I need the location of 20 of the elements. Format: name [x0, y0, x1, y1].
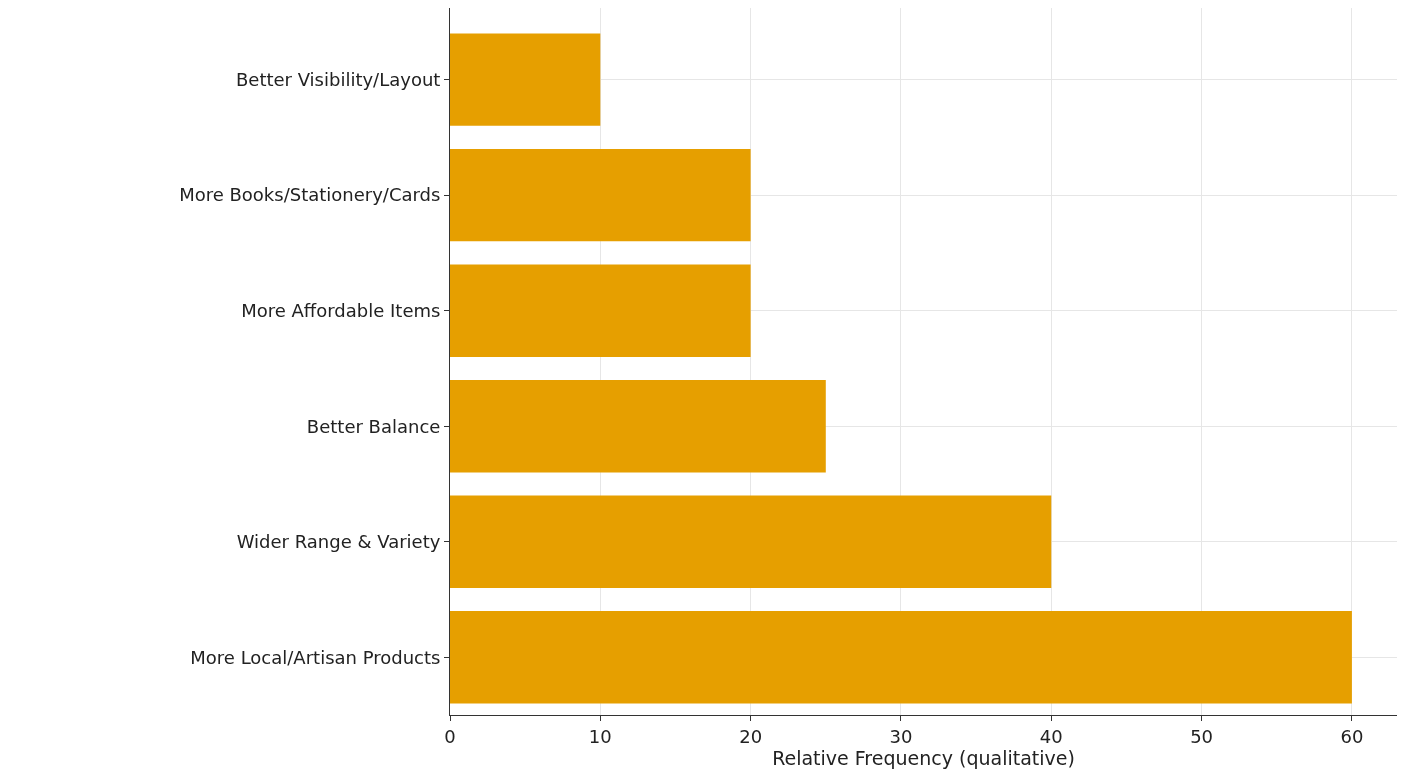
x-axis-title: Relative Frequency (qualitative)	[772, 746, 1075, 769]
bar	[450, 379, 826, 473]
x-tick-label: 40	[1039, 725, 1063, 747]
y-tick-label: Better Visibility/Layout	[235, 68, 441, 90]
x-tick-label: 50	[1190, 725, 1214, 747]
x-tick-label: 10	[588, 725, 612, 747]
bar	[450, 148, 751, 242]
y-tick-label: More Affordable Items	[241, 299, 441, 321]
x-tick-label: 0	[444, 725, 456, 747]
x-tick-label: 20	[739, 725, 763, 747]
y-tick-label: Better Balance	[306, 415, 441, 437]
y-tick-label: More Books/Stationery/Cards	[179, 184, 441, 206]
bar	[450, 264, 751, 357]
x-tick-label: 60	[1340, 725, 1364, 747]
y-tick-label: More Local/Artisan Products	[190, 646, 441, 668]
y-tick-label: Wider Range & Variety	[236, 531, 441, 553]
bar	[450, 611, 1352, 704]
bar	[450, 495, 1052, 588]
x-tick-label: 30	[889, 725, 913, 747]
bar	[450, 33, 601, 126]
